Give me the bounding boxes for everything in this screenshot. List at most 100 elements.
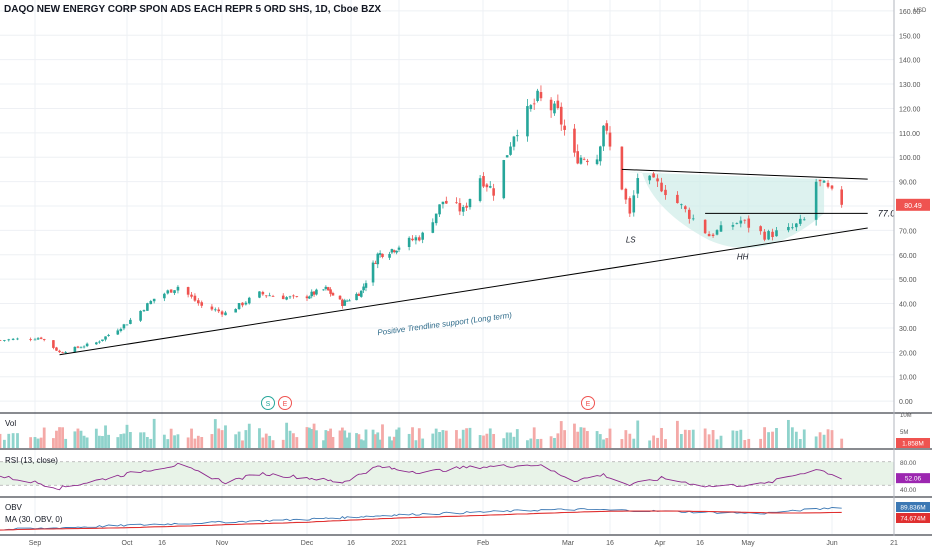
candle: [715, 229, 719, 236]
candle-body: [739, 220, 743, 224]
rsi-pane: [0, 461, 894, 491]
candle-body: [388, 253, 391, 258]
candle-body: [620, 146, 624, 190]
candle: [64, 351, 67, 354]
volume-bar: [573, 423, 576, 448]
candle: [482, 172, 485, 189]
candle: [455, 197, 458, 204]
candle-body: [392, 250, 396, 252]
candle-body: [359, 290, 363, 297]
volume-bar: [455, 430, 458, 448]
candle: [390, 248, 394, 255]
candle: [7, 338, 11, 342]
candle: [73, 346, 77, 353]
volume-bar: [326, 431, 330, 448]
candle-body: [830, 185, 834, 189]
candle-body: [707, 233, 711, 237]
volume-bar: [624, 430, 628, 448]
volume-bar: [664, 439, 667, 448]
candle: [234, 308, 237, 313]
candle: [840, 186, 843, 208]
grid-lines: [0, 0, 895, 534]
candle: [324, 285, 328, 291]
candle-body: [85, 343, 89, 347]
candle: [771, 228, 774, 241]
volume-bar: [652, 435, 656, 448]
candle: [632, 190, 636, 217]
volume-bar: [488, 428, 492, 448]
candle: [338, 295, 342, 300]
event-marker[interactable]: S: [261, 396, 275, 410]
neckline-value: 77.00: [878, 208, 901, 218]
candle: [95, 341, 98, 345]
candle: [261, 290, 265, 296]
volume-bar: [196, 435, 200, 448]
candle: [586, 158, 589, 166]
candle: [163, 292, 166, 302]
price-tick-label: 130.00: [899, 82, 921, 89]
volume-bar: [33, 437, 37, 448]
candle-body: [16, 338, 19, 340]
candle: [579, 155, 583, 165]
price-tick-label: 60.00: [899, 253, 917, 260]
volume-bar: [608, 428, 612, 448]
candle-body: [0, 340, 2, 341]
candle-body: [715, 230, 719, 235]
candle: [739, 216, 743, 228]
volume-bar: [478, 435, 482, 448]
volume-bar: [149, 438, 153, 448]
time-tick-label: 16: [696, 540, 704, 547]
volume-bar: [39, 437, 43, 448]
volume-bar: [381, 424, 384, 448]
volume-bar: [310, 429, 314, 448]
candle: [559, 102, 563, 131]
candle-body: [193, 295, 197, 301]
svg-text:52.06: 52.06: [905, 476, 922, 483]
volume-bar: [190, 428, 193, 448]
candle-body: [312, 291, 316, 295]
candle: [79, 346, 83, 349]
volume-bar: [359, 439, 363, 448]
volume-bar: [390, 440, 394, 448]
volume-bar: [687, 430, 691, 448]
candle: [305, 294, 309, 302]
volume-bar: [7, 433, 11, 448]
candle-body: [129, 319, 132, 324]
volume-bar: [743, 440, 747, 448]
volume-bar: [128, 432, 132, 448]
candle: [576, 144, 579, 165]
volume-bar: [536, 439, 539, 448]
price-tick-label: 100.00: [899, 155, 921, 162]
event-marker[interactable]: E: [581, 396, 595, 410]
time-tick-label: 16: [606, 540, 614, 547]
candle: [707, 231, 711, 237]
candle: [0, 339, 2, 341]
candle-body: [576, 151, 579, 164]
candle: [116, 328, 120, 336]
volume-bar: [444, 430, 448, 448]
volume-bar: [395, 429, 399, 448]
candle: [485, 183, 489, 192]
candle: [82, 345, 86, 349]
candle-body: [599, 146, 602, 162]
time-tick-label: Mar: [562, 540, 575, 547]
candle-body: [735, 223, 739, 224]
volume-bar: [532, 427, 536, 448]
volume-bar: [258, 428, 261, 448]
candle: [468, 198, 472, 210]
volume-bar: [794, 431, 798, 448]
candle-body: [169, 289, 173, 293]
candle-body: [61, 352, 64, 354]
candle: [516, 129, 519, 142]
candle-body: [798, 218, 802, 224]
candle-body: [397, 247, 401, 250]
event-marker[interactable]: E: [278, 396, 292, 410]
left-shoulder-label: LS: [626, 236, 636, 245]
volume-bar: [79, 430, 83, 448]
candle: [684, 205, 687, 213]
candle-body: [628, 198, 632, 214]
volume-bar: [707, 434, 711, 448]
candle-body: [445, 200, 448, 204]
